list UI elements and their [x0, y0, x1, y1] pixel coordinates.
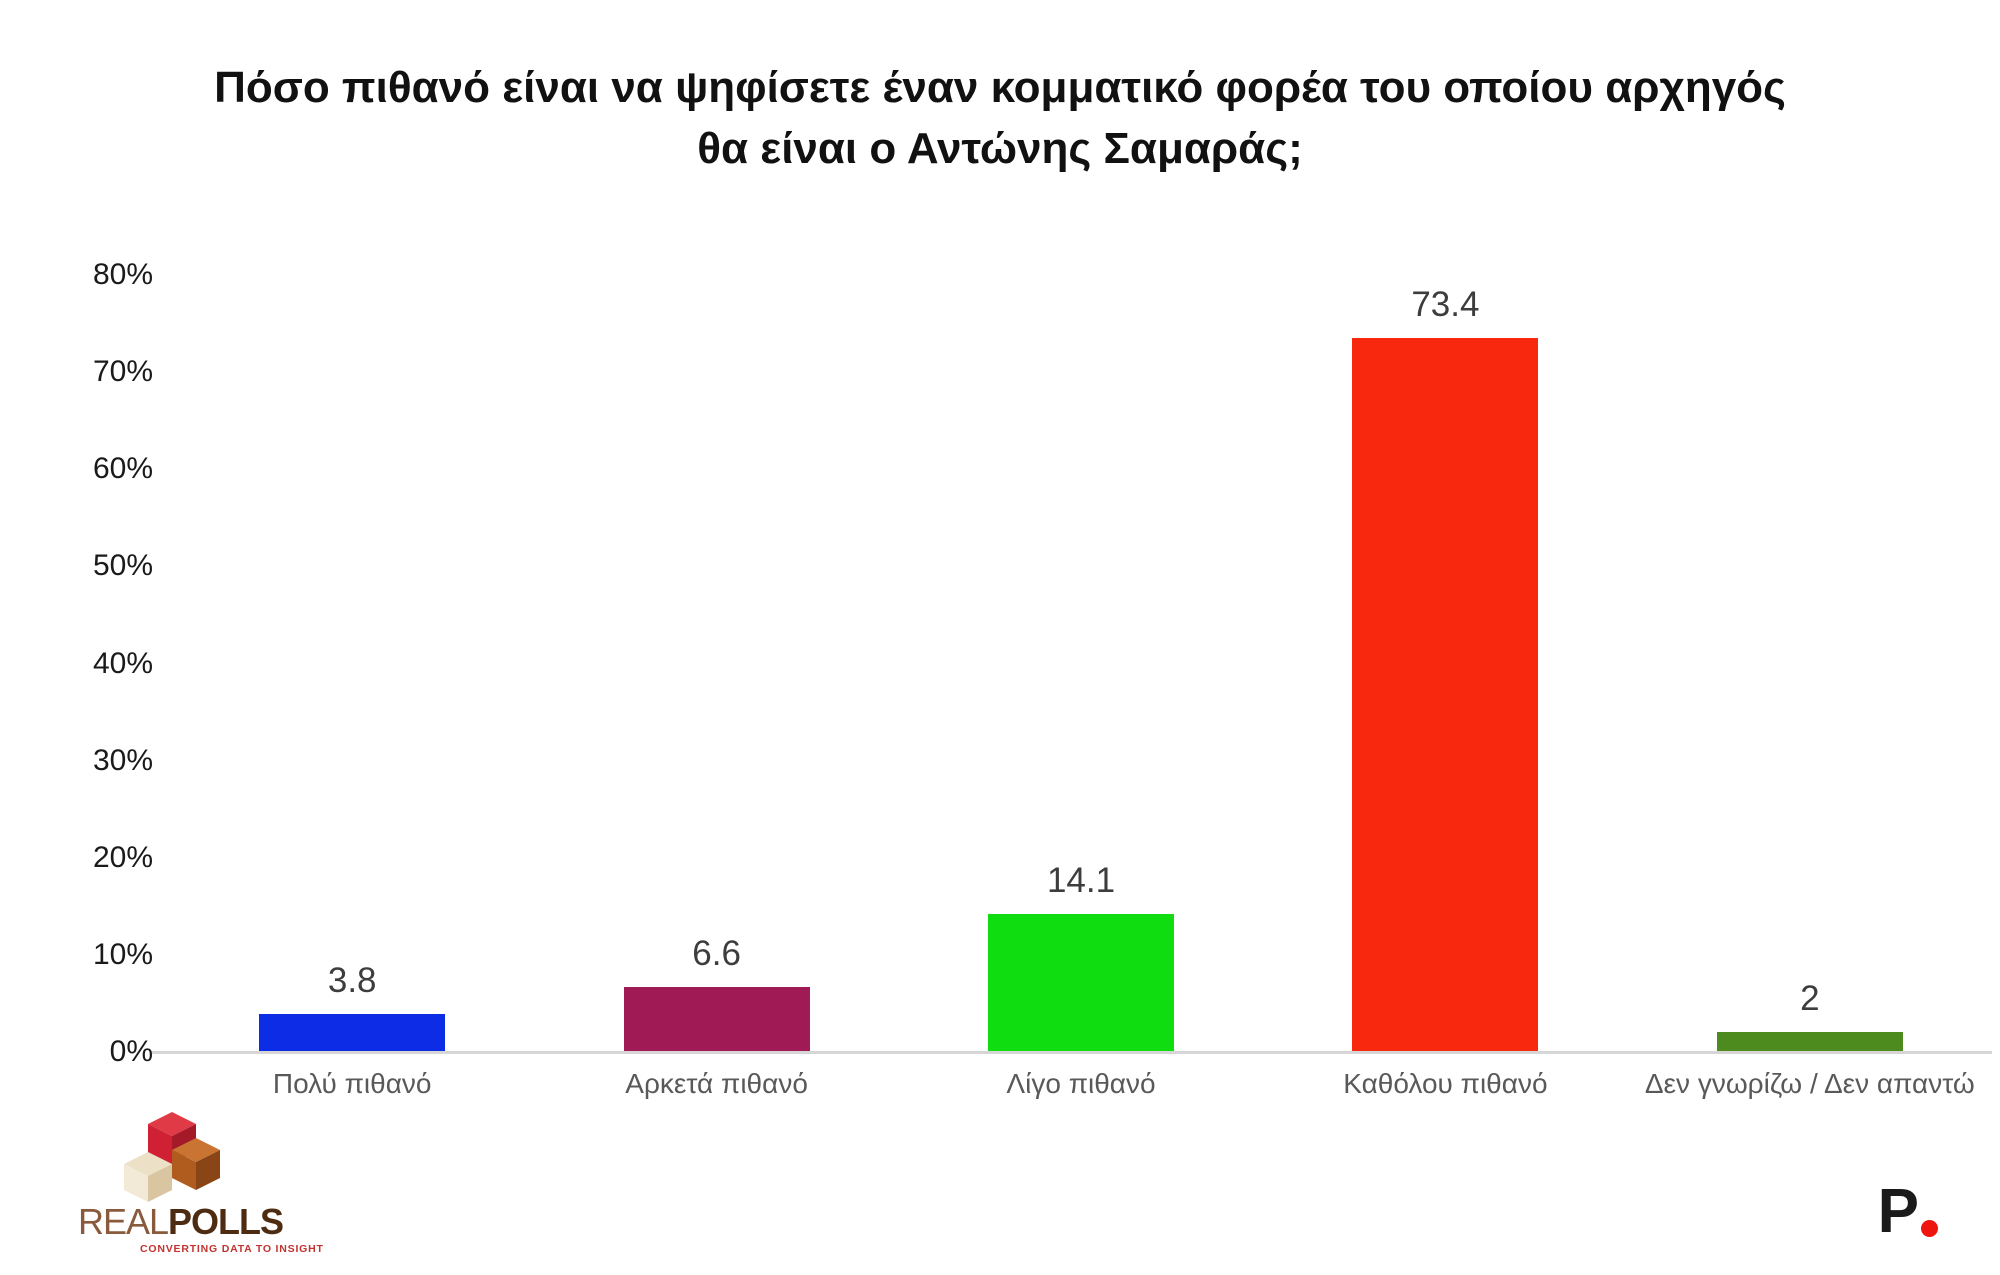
- bar-value-label: 6.6: [692, 934, 741, 973]
- bar-value-label: 14.1: [1046, 861, 1116, 900]
- y-axis-tick-label: 30%: [92, 743, 153, 777]
- realpolls-cubes-icon: [124, 1112, 220, 1202]
- x-axis-category-label: Λίγο πιθανό: [1006, 1068, 1156, 1099]
- y-axis-tick-label: 40%: [92, 646, 153, 680]
- bar-value-label: 73.4: [1411, 285, 1480, 324]
- p-logo-red-dot-icon: [1921, 1219, 1938, 1237]
- x-axis-category-label: Πολύ πιθανό: [272, 1068, 432, 1099]
- bar-value-label: 3.8: [327, 961, 377, 1000]
- bar: [1352, 338, 1539, 1051]
- bar-value-label: 2: [1800, 979, 1820, 1018]
- bar: [1716, 1032, 1903, 1051]
- bar: [259, 1014, 446, 1051]
- bar: [623, 987, 810, 1051]
- y-axis-tick-label: 70%: [92, 355, 153, 389]
- p-logo-letter: P: [1877, 1177, 1919, 1246]
- realpolls-wordmark: REALPOLLS: [78, 1204, 318, 1240]
- x-axis-category-label: Αρκετά πιθανό: [625, 1068, 808, 1099]
- y-axis-tick-label: 60%: [92, 452, 153, 486]
- x-axis-baseline: [150, 1051, 1992, 1054]
- chart-title: Πόσο πιθανό είναι να ψηφίσετε έναν κομμα…: [0, 58, 2000, 179]
- y-axis-tick-label: 50%: [92, 549, 153, 583]
- chart-title-line: Πόσο πιθανό είναι να ψηφίσετε έναν κομμα…: [214, 63, 1786, 112]
- y-axis-tick-label: 10%: [92, 937, 153, 971]
- realpolls-logo: REALPOLLS CONVERTING DATA TO INSIGHT: [78, 1112, 324, 1255]
- y-axis-tick-label: 0%: [109, 1035, 153, 1068]
- chart-title-line: θα είναι ο Αντώνης Σαμαράς;: [697, 123, 1303, 173]
- x-axis-category-label: Δεν γνωρίζω / Δεν απαντώ: [1644, 1068, 1975, 1099]
- realpolls-tagline: CONVERTING DATA TO INSIGHT: [140, 1243, 324, 1255]
- bar: [988, 914, 1174, 1051]
- realpolls-brand-polls: POLLS: [168, 1201, 284, 1242]
- realpolls-brand-real: REAL: [78, 1201, 169, 1242]
- y-axis-tick-label: 20%: [92, 840, 153, 874]
- y-axis-tick-label: 80%: [92, 258, 153, 291]
- p-brand-logo: P: [1877, 1177, 1938, 1246]
- x-axis-category-label: Καθόλου πιθανό: [1343, 1068, 1548, 1099]
